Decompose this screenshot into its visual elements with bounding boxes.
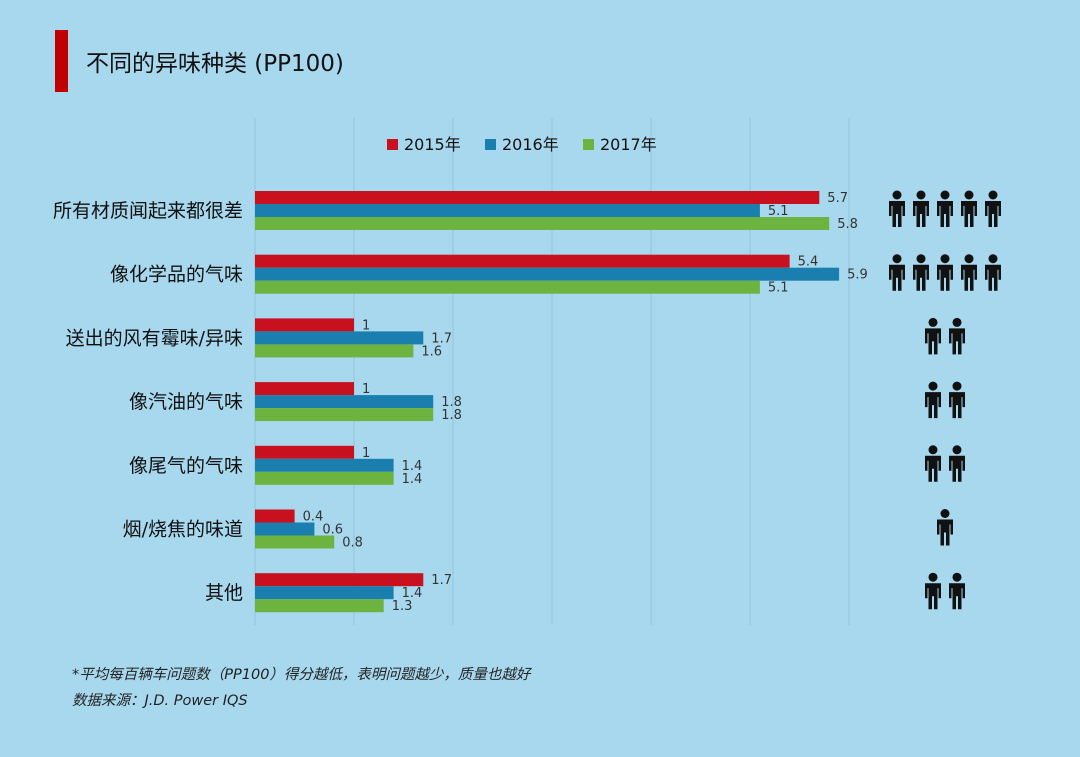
category-label: 像化学品的气味	[110, 264, 243, 286]
data-label: 0.8	[342, 536, 363, 551]
person-icon	[925, 317, 941, 355]
data-label: 1.4	[402, 586, 423, 601]
footnote-source: 数据来源：J.D. Power IQS	[72, 693, 248, 709]
person-icon	[949, 381, 965, 419]
data-label: 1.6	[421, 344, 442, 359]
bar	[255, 599, 384, 613]
bar	[255, 204, 760, 217]
legend-label: 2016年	[502, 135, 559, 154]
person-icon	[937, 190, 953, 227]
legend-label: 2017年	[600, 135, 657, 154]
legend-swatch	[583, 139, 594, 150]
bar	[255, 191, 820, 204]
person-icon	[949, 445, 965, 482]
person-icon	[961, 254, 977, 291]
bar	[255, 522, 315, 536]
category-label: 所有材质闻起来都很差	[53, 200, 243, 222]
bar	[255, 535, 335, 549]
bar	[255, 331, 424, 345]
legend-swatch	[485, 139, 496, 150]
bar	[255, 471, 394, 485]
person-icon	[913, 254, 929, 291]
data-label: 1.3	[392, 599, 413, 614]
data-label: 5.8	[837, 217, 858, 232]
chart-title: 不同的异味种类 (PP100)	[86, 51, 344, 77]
category-label: 送出的风有霉味/异味	[66, 327, 243, 349]
data-label: 1.7	[431, 573, 452, 588]
data-label: 1.4	[402, 459, 423, 474]
category-label: 烟/烧焦的味道	[123, 519, 243, 541]
bar	[255, 408, 434, 422]
person-icon	[925, 572, 941, 610]
bar	[255, 458, 394, 472]
person-icon	[889, 190, 905, 227]
category-label: 其他	[205, 582, 243, 604]
bar	[255, 395, 434, 409]
person-icon	[889, 254, 905, 291]
person-icon	[949, 317, 965, 355]
person-icon	[913, 190, 929, 227]
data-label: 0.6	[322, 523, 343, 538]
data-label: 1.7	[431, 331, 452, 346]
data-label: 1.4	[402, 472, 423, 487]
data-label: 1	[362, 382, 370, 397]
bar	[255, 318, 354, 332]
bar	[255, 217, 830, 230]
bar	[255, 573, 424, 587]
bar	[255, 382, 354, 396]
category-label: 像尾气的气味	[129, 455, 243, 477]
bar	[255, 586, 394, 600]
person-icon	[937, 509, 953, 546]
data-label: 1	[362, 318, 370, 333]
bar	[255, 344, 414, 358]
category-label: 像汽油的气味	[129, 391, 243, 413]
person-icon	[925, 445, 941, 482]
person-icon	[985, 190, 1001, 227]
data-label: 1.8	[441, 395, 462, 410]
person-icon	[925, 381, 941, 419]
bar	[255, 280, 760, 294]
person-icon	[937, 254, 953, 291]
person-icon	[961, 190, 977, 227]
footnote-methodology: *平均每百辆车问题数（PP100）得分越低，表明问题越少，质量也越好	[72, 667, 531, 683]
bar	[255, 254, 790, 268]
bar	[255, 445, 354, 459]
bar	[255, 509, 295, 523]
title-accent-bar	[55, 30, 68, 92]
data-label: 1.8	[441, 408, 462, 423]
bar	[255, 267, 840, 281]
data-label: 1	[362, 446, 370, 461]
data-label: 5.1	[768, 281, 789, 296]
data-label: 5.7	[827, 191, 848, 206]
data-label: 5.9	[847, 268, 868, 283]
data-label: 0.4	[303, 510, 324, 525]
person-icon	[949, 572, 965, 610]
legend-swatch	[387, 139, 398, 150]
legend-label: 2015年	[404, 135, 461, 154]
data-label: 5.1	[768, 204, 789, 219]
person-icon	[985, 254, 1001, 291]
data-label: 5.4	[798, 255, 819, 270]
